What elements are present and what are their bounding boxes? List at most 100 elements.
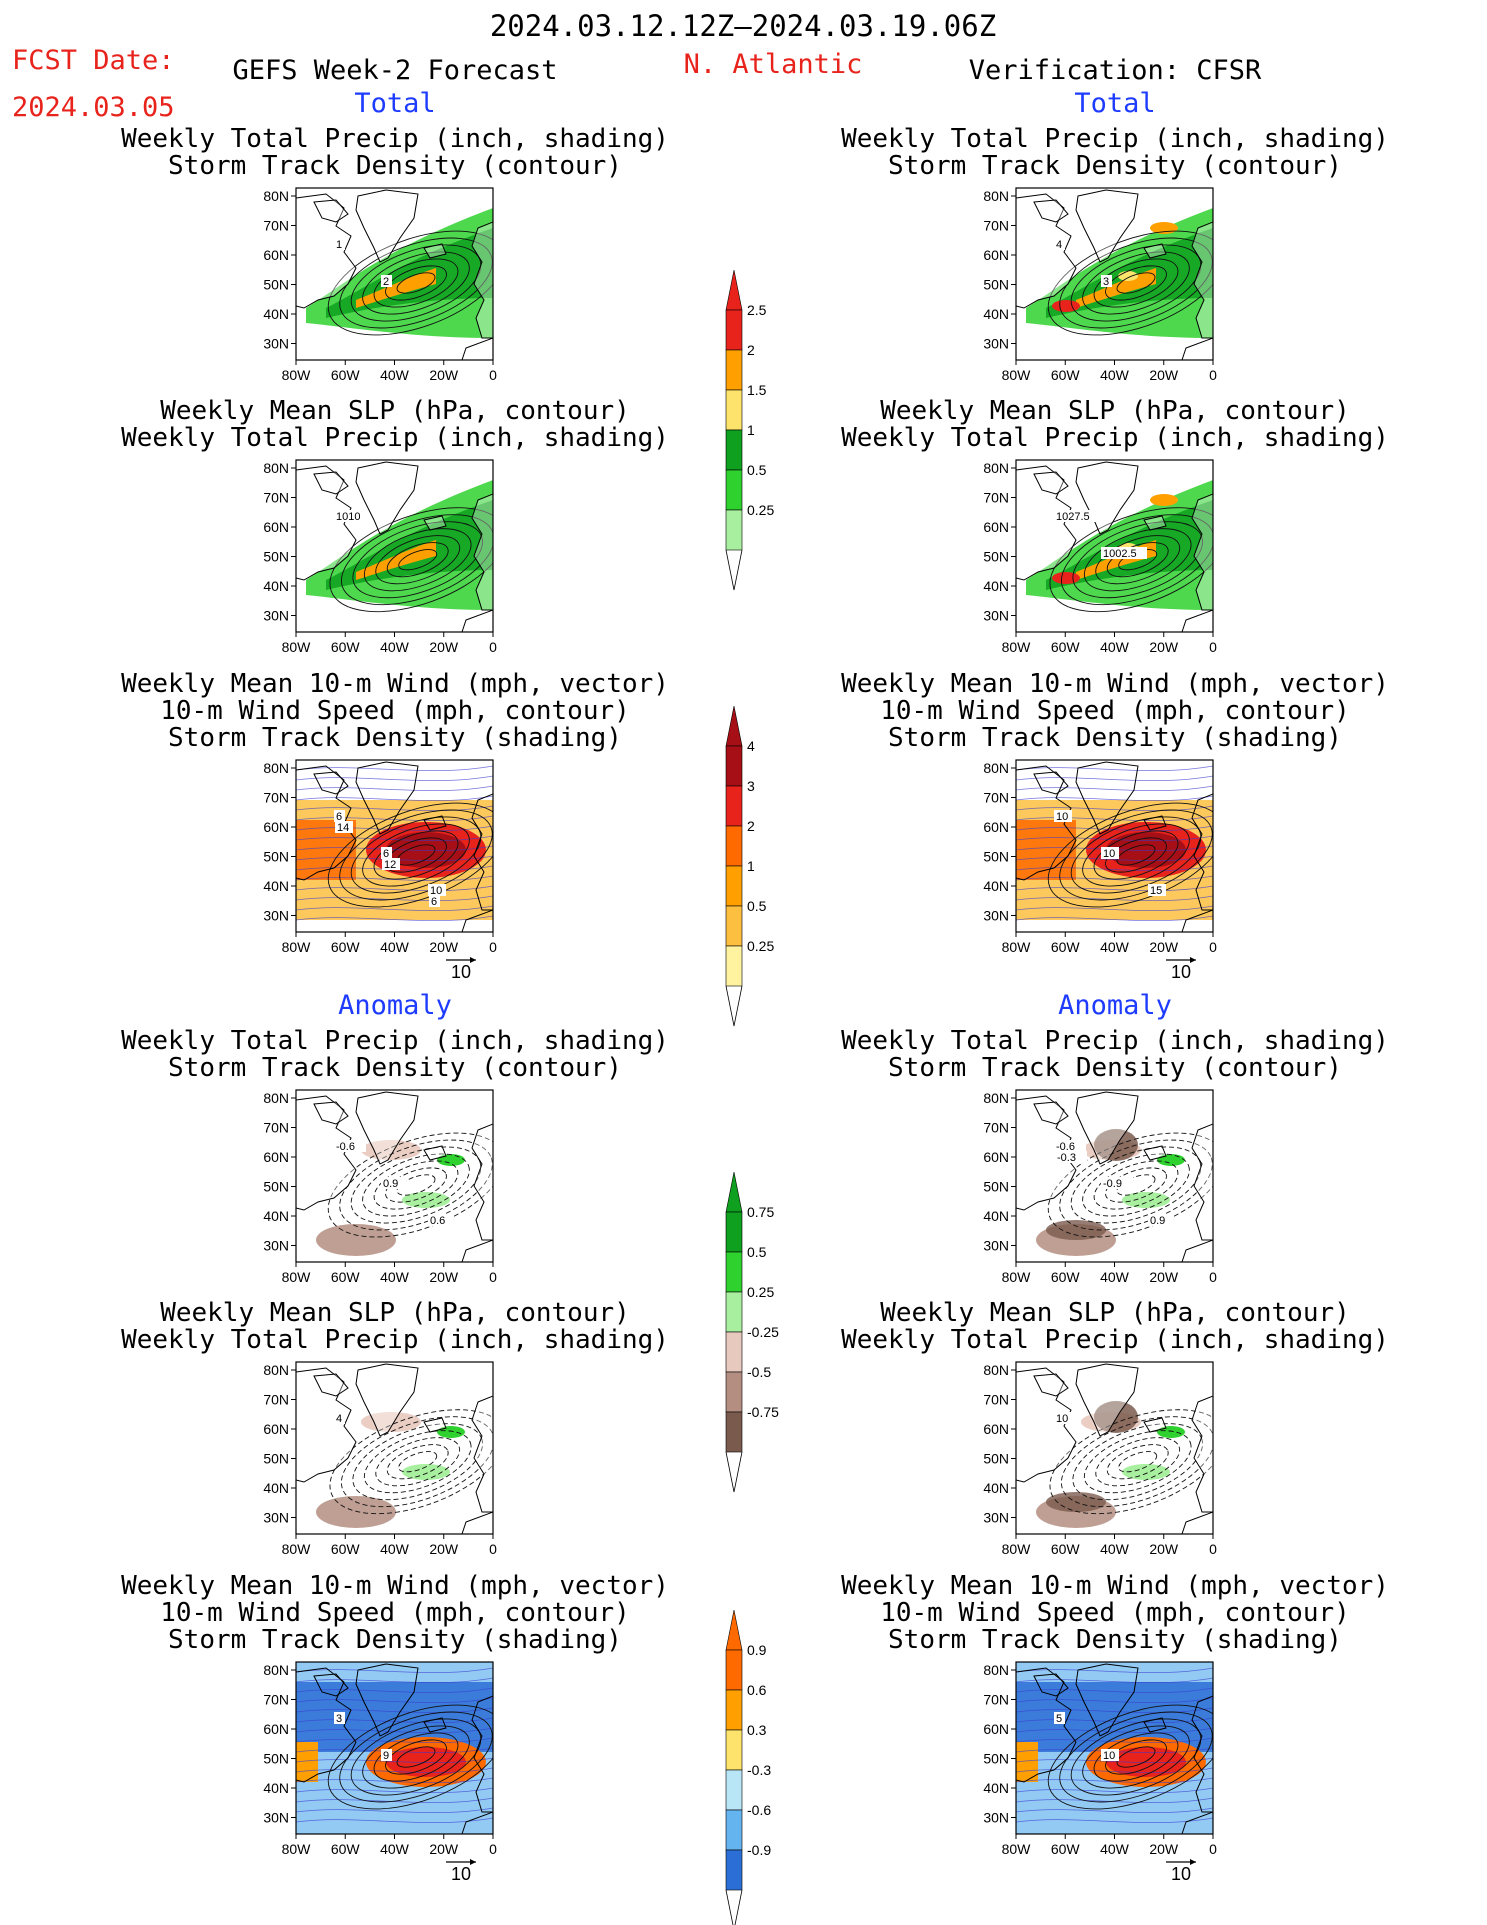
contour-label: 12 xyxy=(384,859,396,871)
fcst-date-label: FCST Date: xyxy=(12,45,175,76)
lat-tick-label: 30N xyxy=(263,1510,289,1526)
lat-tick-label: 50N xyxy=(983,1751,1009,1767)
lat-tick-label: 80N xyxy=(983,1362,1009,1378)
map-fc_slp_total: 1010 80N 70N 60N 50N 40N 30N 80W 60W 40W 20W 0 xyxy=(263,459,497,655)
colorbar-label: 0.25 xyxy=(747,502,774,518)
panel-title-line: Weekly Total Precip (inch, shading) xyxy=(841,124,1389,154)
colorbar-label: -0.5 xyxy=(747,1364,771,1380)
contour-label: 10 xyxy=(1056,811,1068,823)
colorbar-label: -0.3 xyxy=(747,1762,771,1778)
lon-tick-label: 40W xyxy=(380,1541,410,1557)
lon-tick-label: 80W xyxy=(1002,939,1032,955)
lat-tick-label: 80N xyxy=(263,1362,289,1378)
lat-tick-label: 70N xyxy=(263,1692,289,1708)
map-ver_slp_total: 1027.5 1002.5 80N 70N 60N 50N 40N 30N 80W 60W 40W 2… xyxy=(983,459,1217,655)
panel-title-fc-wind_total: Weekly Mean 10-m Wind (mph, vector) 10-m … xyxy=(121,671,669,752)
panel-title-line: Storm Track Density (contour) xyxy=(168,151,622,181)
lon-tick-label: 60W xyxy=(331,939,361,955)
colorbar-label: 2.5 xyxy=(747,302,767,318)
lat-tick-label: 60N xyxy=(263,1421,289,1437)
lon-tick-label: 80W xyxy=(1002,1541,1032,1557)
panel-title-line: Weekly Total Precip (inch, shading) xyxy=(121,124,669,154)
lat-tick-label: 50N xyxy=(263,1179,289,1195)
lon-tick-label: 80W xyxy=(1002,1841,1032,1857)
fcst-date-value: 2024.03.05 xyxy=(12,92,175,123)
contour-label: 10 xyxy=(430,885,442,897)
lon-tick-label: 40W xyxy=(1100,1841,1130,1857)
colorbar-label: 4 xyxy=(747,738,755,754)
lat-tick-label: 30N xyxy=(263,908,289,924)
contour-label: 10 xyxy=(1056,1413,1068,1425)
lon-tick-label: 60W xyxy=(1051,1541,1081,1557)
lon-tick-label: 20W xyxy=(429,1541,459,1557)
panel-title-fc-slp_total: Weekly Mean SLP (hPa, contour) Weekly Tot… xyxy=(121,398,669,452)
panel-title-line: Weekly Mean SLP (hPa, contour) xyxy=(160,1298,630,1328)
panel-title-line: Weekly Total Precip (inch, shading) xyxy=(841,1325,1389,1355)
colorbar-label: -0.25 xyxy=(747,1324,779,1340)
map-ver_wind_total: 10 10 15 80N 70N 60N 50N 40N 30N 80W 60W 40W 20W 0 10 xyxy=(983,759,1217,982)
panel-title-line: 10-m Wind Speed (mph, contour) xyxy=(880,1598,1350,1628)
contour-label: 1027.5 xyxy=(1056,511,1090,523)
contour-label: 10 xyxy=(1103,848,1115,860)
panel-title-line: 10-m Wind Speed (mph, contour) xyxy=(160,696,630,726)
panel-title-fc-precip_total: Weekly Total Precip (inch, shading) Storm… xyxy=(121,126,669,180)
lon-tick-label: 60W xyxy=(1051,1269,1081,1285)
map-fc_slp_anom: 4 80N 70N 60N 50N 40N 30N 80W 60W 40W 20W 0 xyxy=(263,1361,497,1557)
panel-title-ver-slp_total: Weekly Mean SLP (hPa, contour) Weekly Tot… xyxy=(841,398,1389,452)
colorbar-label: 2 xyxy=(747,342,755,358)
contour-label: 6 xyxy=(431,896,437,908)
colorbar-label: 1 xyxy=(747,422,755,438)
lat-tick-label: 30N xyxy=(983,908,1009,924)
colorbar-label: 0.75 xyxy=(747,1204,774,1220)
lon-tick-label: 40W xyxy=(1100,939,1130,955)
vector-reference-label: 10 xyxy=(451,962,471,982)
lat-tick-label: 40N xyxy=(983,1480,1009,1496)
contour-label: 10 xyxy=(1103,1750,1115,1762)
vector-reference-label: 10 xyxy=(451,1864,471,1884)
lon-tick-label: 80W xyxy=(1002,367,1032,383)
lon-tick-label: 80W xyxy=(282,639,312,655)
lon-tick-label: 0 xyxy=(489,939,497,955)
lon-tick-label: 20W xyxy=(1149,367,1179,383)
colorbar-label: 0.5 xyxy=(747,898,767,914)
lat-tick-label: 60N xyxy=(983,247,1009,263)
contour-label: 3 xyxy=(1103,276,1109,288)
lon-tick-label: 80W xyxy=(1002,639,1032,655)
panel-title-line: Storm Track Density (contour) xyxy=(888,151,1342,181)
panel-title-line: Storm Track Density (shading) xyxy=(168,1625,622,1655)
lat-tick-label: 40N xyxy=(263,578,289,594)
contour-label: 3 xyxy=(336,1713,342,1725)
lon-tick-label: 60W xyxy=(331,1841,361,1857)
contour-label: 1 xyxy=(336,239,342,251)
panel-title-fc-slp_anom: Weekly Mean SLP (hPa, contour) Weekly Tot… xyxy=(121,1300,669,1354)
lon-tick-label: 20W xyxy=(429,1269,459,1285)
lon-tick-label: 40W xyxy=(380,1269,410,1285)
lat-tick-label: 40N xyxy=(263,306,289,322)
lat-tick-label: 50N xyxy=(263,849,289,865)
lat-tick-label: 40N xyxy=(263,878,289,894)
lon-tick-label: 40W xyxy=(380,639,410,655)
colorbar-label: 0.3 xyxy=(747,1722,767,1738)
contour-label: 0.9 xyxy=(383,1178,398,1190)
colorbar-storm_total: 4 3 2 1 0.5 0.25 xyxy=(725,705,774,1027)
lat-tick-label: 40N xyxy=(263,1480,289,1496)
lon-tick-label: 20W xyxy=(429,939,459,955)
lon-tick-label: 0 xyxy=(1209,1269,1217,1285)
lat-tick-label: 80N xyxy=(263,460,289,476)
colorbar-label: -0.75 xyxy=(747,1404,779,1420)
date-range-title: 2024.03.12.12Z–2024.03.19.06Z xyxy=(489,9,997,43)
panel-title-ver-precip_total: Weekly Total Precip (inch, shading) Storm… xyxy=(841,126,1389,180)
lat-tick-label: 30N xyxy=(983,1510,1009,1526)
lon-tick-label: 20W xyxy=(429,639,459,655)
lon-tick-label: 0 xyxy=(1209,939,1217,955)
contour-label: -0.9 xyxy=(1103,1178,1122,1190)
lat-tick-label: 40N xyxy=(983,1208,1009,1224)
panel-title-line: Weekly Total Precip (inch, shading) xyxy=(121,423,669,453)
panel-title-line: 10-m Wind Speed (mph, contour) xyxy=(880,696,1350,726)
lon-tick-label: 0 xyxy=(1209,1541,1217,1557)
verification-title: Verification: CFSR xyxy=(968,55,1262,86)
lon-tick-label: 60W xyxy=(1051,939,1081,955)
lat-tick-label: 60N xyxy=(263,1721,289,1737)
colorbar-label: 0.25 xyxy=(747,938,774,954)
